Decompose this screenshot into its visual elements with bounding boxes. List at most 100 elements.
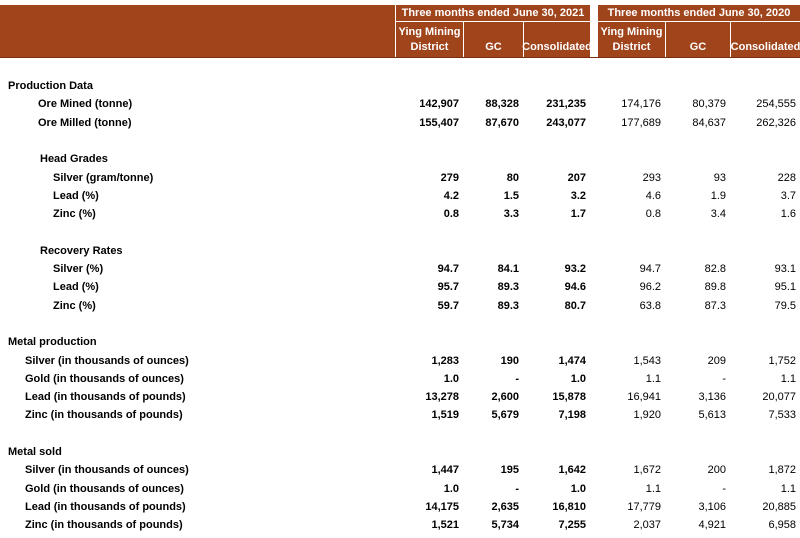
cell-value: 1,872 <box>768 464 796 477</box>
cell-value: 1,672 <box>633 464 661 477</box>
cell-value: 5,613 <box>698 409 726 422</box>
cell-value: 3.2 <box>570 189 586 202</box>
cell-value: 0.8 <box>645 208 661 221</box>
cell-value: 1,920 <box>633 409 661 422</box>
cell-value: 4.2 <box>443 189 459 202</box>
cell-value: 4,921 <box>698 519 726 532</box>
cell-value: 59.7 <box>437 299 459 312</box>
cell-value: 95.1 <box>774 281 796 294</box>
cell-value: 84,637 <box>692 116 726 129</box>
cell-value: 254,555 <box>756 98 796 111</box>
cell-value: 15,878 <box>552 391 586 404</box>
cell-value: 262,326 <box>756 116 796 129</box>
cell-value: 7,198 <box>558 409 586 422</box>
cell-value: 89.3 <box>497 299 519 312</box>
cell-value: 16,810 <box>552 500 586 513</box>
cell-value: 1,447 <box>431 464 459 477</box>
cell-value: 1.1 <box>780 482 796 495</box>
row-label: Lead (in thousands of pounds) <box>25 500 186 513</box>
group-header: Three months ended June 30, 2021 <box>395 5 590 22</box>
cell-value: 174,176 <box>621 98 661 111</box>
cell-value: 80,379 <box>692 98 726 111</box>
cell-value: 190 <box>500 354 519 367</box>
section-title: Production Data <box>8 80 93 92</box>
cell-value: 20,077 <box>762 391 796 404</box>
cell-value: 17,779 <box>627 500 661 513</box>
cell-value: 2,635 <box>491 500 519 513</box>
cell-value: 200 <box>707 464 726 477</box>
cell-value: 87.3 <box>704 299 726 312</box>
cell-value: 80.7 <box>564 299 586 312</box>
cell-value: 96.2 <box>639 281 661 294</box>
column-header: Consolidated <box>522 22 592 57</box>
column-header-text: Consolidated <box>522 41 592 53</box>
row-label: Lead (%) <box>53 281 99 294</box>
cell-value: 94.7 <box>639 263 661 275</box>
cell-value: 20,885 <box>762 500 796 513</box>
cell-value: 231,235 <box>546 98 586 111</box>
row-label: Silver (gram/tonne) <box>53 171 154 184</box>
group-title: Head Grades <box>40 153 108 166</box>
cell-value: 88,328 <box>485 98 519 111</box>
header-rule <box>0 57 800 58</box>
cell-value: 1,543 <box>633 354 661 367</box>
cell-value: 209 <box>707 354 726 367</box>
column-header: Consolidated <box>730 22 800 57</box>
column-header-text: GC <box>485 41 502 53</box>
row-label: Gold (in thousands of ounces) <box>25 372 184 385</box>
column-header: GC <box>463 22 523 57</box>
group-header: Three months ended June 30, 2020 <box>597 5 800 22</box>
cell-value: 13,278 <box>425 391 459 404</box>
cell-value: 293 <box>642 171 661 184</box>
column-header-text: Ying Mining District <box>398 26 461 53</box>
cell-value: - <box>515 372 519 385</box>
cell-value: 1.0 <box>570 482 586 495</box>
row-label: Ore Mined (tonne) <box>38 98 133 111</box>
cell-value: 1.1 <box>645 372 661 385</box>
row-label: Gold (in thousands of ounces) <box>25 482 184 495</box>
cell-value: 7,533 <box>768 409 796 422</box>
column-header-text: Consolidated <box>730 41 800 53</box>
cell-value: 177,689 <box>621 116 661 129</box>
cell-value: 1,283 <box>431 354 459 367</box>
cell-value: 82.8 <box>704 263 726 275</box>
cell-value: 14,175 <box>425 500 459 513</box>
row-label: Silver (in thousands of ounces) <box>25 464 189 477</box>
cell-value: 2,037 <box>633 519 661 532</box>
column-header: Ying Mining District <box>395 22 463 57</box>
cell-value: 155,407 <box>419 116 459 129</box>
column-header-text: GC <box>689 41 707 53</box>
cell-value: - <box>515 482 519 495</box>
column-header: Ying Mining District <box>597 22 665 57</box>
cell-value: 3,106 <box>698 500 726 513</box>
cell-value: 95.7 <box>437 281 459 294</box>
cell-value: 89.8 <box>704 281 726 294</box>
cell-value: 3.4 <box>710 208 726 221</box>
row-label: Ore Milled (tonne) <box>38 116 132 129</box>
section-title: Metal sold <box>8 446 62 458</box>
cell-value: 1.1 <box>645 482 661 495</box>
cell-value: 1.0 <box>443 372 459 385</box>
cell-value: 5,679 <box>491 409 519 422</box>
cell-value: 1,519 <box>431 409 459 422</box>
cell-value: 63.8 <box>639 299 661 312</box>
cell-value: 7,255 <box>558 519 586 532</box>
section-title: Metal production <box>8 336 97 349</box>
cell-value: 89.3 <box>497 281 519 294</box>
cell-value: 2,600 <box>491 391 519 404</box>
group-title: Recovery Rates <box>40 244 123 257</box>
cell-value: 195 <box>500 464 519 477</box>
row-label: Zinc (in thousands of pounds) <box>25 519 183 532</box>
cell-value: 243,077 <box>546 116 586 129</box>
cell-value: 1.0 <box>570 372 586 385</box>
cell-value: 93 <box>713 171 726 184</box>
cell-value: 94.6 <box>564 281 586 294</box>
row-label: Zinc (%) <box>53 208 96 221</box>
cell-value: 3.3 <box>503 208 519 221</box>
cell-value: 0.8 <box>443 208 459 221</box>
cell-value: 5,734 <box>491 519 519 532</box>
row-label: Silver (in thousands of ounces) <box>25 354 189 367</box>
column-header-text: Ying Mining District <box>600 26 663 53</box>
cell-value: 93.1 <box>774 263 796 275</box>
